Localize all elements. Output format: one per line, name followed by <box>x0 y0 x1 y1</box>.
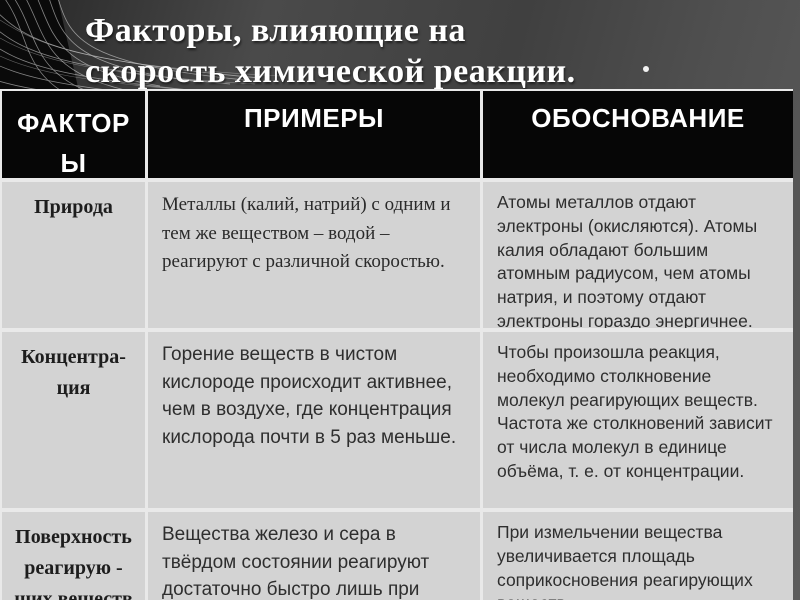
table-header-examples: ПРИМЕРЫ <box>148 91 480 178</box>
table-header-factors: ФАКТОРЫ <box>2 91 145 178</box>
decorative-dot <box>643 66 649 72</box>
slide-title: Факторы, влияющие на скорость химической… <box>85 10 785 93</box>
justification-cell-surface: При измельчении вещества увеличивается п… <box>483 512 793 600</box>
table-header-justification: ОБОСНОВАНИЕ <box>483 91 793 178</box>
example-cell-concentration: Горение веществ в чистом кислороде проис… <box>148 332 480 508</box>
slide-title-line-2: скорость химической реакции. <box>85 53 576 91</box>
justification-cell-nature: Атомы металлов отдают электроны (окисляю… <box>483 182 793 328</box>
slide-title-line-1: Факторы, влияющие на <box>85 12 466 49</box>
example-cell-surface: Вещества железо и сера в твёрдом состоян… <box>148 512 480 600</box>
factor-cell-concentration: Концентра-ция <box>2 332 145 508</box>
factor-cell-surface: Поверхность реагирую - щих веществ <box>2 512 145 600</box>
factor-cell-nature: Природа <box>2 182 145 328</box>
example-cell-nature: Металлы (калий, натрий) с одним и тем же… <box>148 182 480 328</box>
justification-cell-concentration: Чтобы произошла реакция, необходимо стол… <box>483 332 793 508</box>
factors-table: ФАКТОРЫ ПРИМЕРЫ ОБОСНОВАНИЕ Природа Мета… <box>0 89 793 600</box>
